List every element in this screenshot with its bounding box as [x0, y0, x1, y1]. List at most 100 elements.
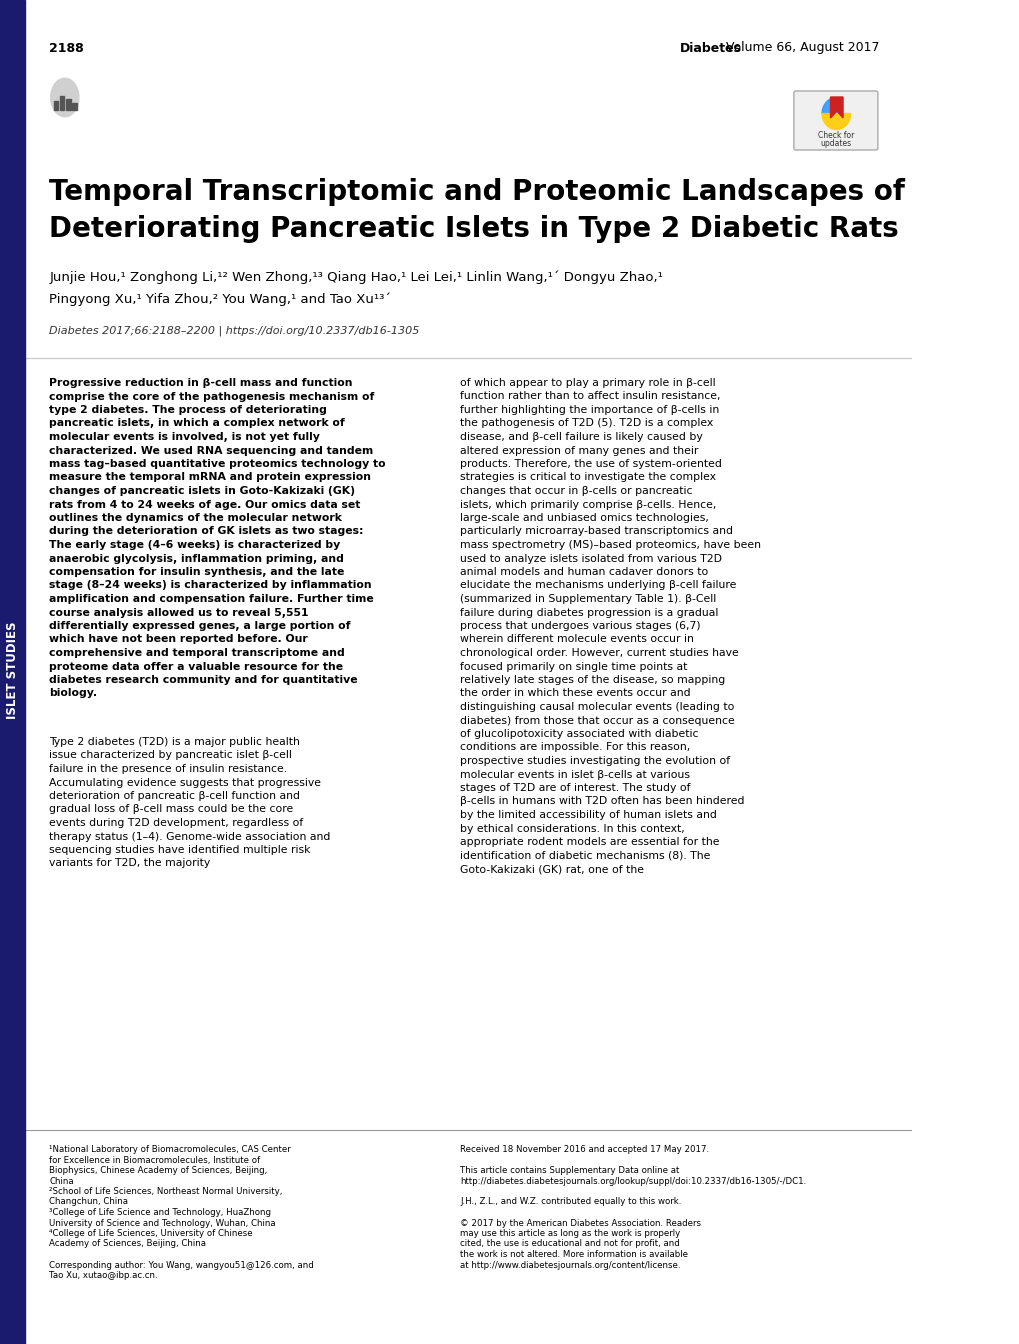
Text: ISLET STUDIES: ISLET STUDIES [6, 621, 19, 719]
Text: by the limited accessibility of human islets and: by the limited accessibility of human is… [460, 810, 716, 820]
Text: for Excellence in Biomacromolecules, Institute of: for Excellence in Biomacromolecules, Ins… [49, 1156, 260, 1164]
Text: gradual loss of β-cell mass could be the core: gradual loss of β-cell mass could be the… [49, 805, 293, 814]
Text: amplification and compensation failure. Further time: amplification and compensation failure. … [49, 594, 374, 603]
Text: animal models and human cadaver donors to: animal models and human cadaver donors t… [460, 567, 708, 577]
Text: China: China [49, 1176, 73, 1185]
Text: large-scale and unbiased omics technologies,: large-scale and unbiased omics technolog… [460, 513, 708, 523]
Text: of glucolipotoxicity associated with diabetic: of glucolipotoxicity associated with dia… [460, 728, 698, 739]
Text: appropriate rodent models are essential for the: appropriate rodent models are essential … [460, 837, 719, 847]
Text: comprehensive and temporal transcriptome and: comprehensive and temporal transcriptome… [49, 648, 344, 659]
Text: rats from 4 to 24 weeks of age. Our omics data set: rats from 4 to 24 weeks of age. Our omic… [49, 500, 360, 509]
Text: Deteriorating Pancreatic Islets in Type 2 Diabetic Rats: Deteriorating Pancreatic Islets in Type … [49, 215, 898, 243]
Text: mass spectrometry (MS)–based proteomics, have been: mass spectrometry (MS)–based proteomics,… [460, 540, 760, 550]
Text: Progressive reduction in β-cell mass and function: Progressive reduction in β-cell mass and… [49, 378, 353, 388]
Text: diabetes research community and for quantitative: diabetes research community and for quan… [49, 675, 358, 685]
Text: wherein different molecule events occur in: wherein different molecule events occur … [460, 634, 694, 645]
Text: Pingyong Xu,¹ Yifa Zhou,² You Wang,¹ and Tao Xu¹³´: Pingyong Xu,¹ Yifa Zhou,² You Wang,¹ and… [49, 292, 390, 305]
Text: strategies is critical to investigate the complex: strategies is critical to investigate th… [460, 473, 715, 482]
Bar [54, 101, 58, 110]
Text: stage (8–24 weeks) is characterized by inflammation: stage (8–24 weeks) is characterized by i… [49, 581, 372, 590]
Text: Biophysics, Chinese Academy of Sciences, Beijing,: Biophysics, Chinese Academy of Sciences,… [49, 1167, 267, 1175]
Text: Goto-Kakizaki (GK) rat, one of the: Goto-Kakizaki (GK) rat, one of the [460, 864, 644, 874]
Text: deterioration of pancreatic β-cell function and: deterioration of pancreatic β-cell funct… [49, 792, 300, 801]
Text: function rather than to affect insulin resistance,: function rather than to affect insulin r… [460, 391, 720, 402]
Text: conditions are impossible. For this reason,: conditions are impossible. For this reas… [460, 742, 690, 753]
Text: changes that occur in β-cells or pancreatic: changes that occur in β-cells or pancrea… [460, 487, 692, 496]
Text: chronological order. However, current studies have: chronological order. However, current st… [460, 648, 739, 659]
Text: http://diabetes.diabetesjournals.org/lookup/suppl/doi:10.2337/db16-1305/-/DC1.: http://diabetes.diabetesjournals.org/loo… [460, 1176, 806, 1185]
Text: Diabetes 2017;66:2188–2200 | https://doi.org/10.2337/db16-1305: Diabetes 2017;66:2188–2200 | https://doi… [49, 325, 419, 336]
Text: distinguishing causal molecular events (leading to: distinguishing causal molecular events (… [460, 702, 734, 712]
Text: disease, and β-cell failure is likely caused by: disease, and β-cell failure is likely ca… [460, 431, 702, 442]
Text: Changchun, China: Changchun, China [49, 1198, 128, 1207]
Text: (summarized in Supplementary Table 1). β-Cell: (summarized in Supplementary Table 1). β… [460, 594, 716, 603]
Text: variants for T2D, the majority: variants for T2D, the majority [49, 859, 210, 868]
Text: The early stage (4–6 weeks) is characterized by: The early stage (4–6 weeks) is character… [49, 540, 340, 550]
Text: by ethical considerations. In this context,: by ethical considerations. In this conte… [460, 824, 685, 833]
Text: during the deterioration of GK islets as two stages:: during the deterioration of GK islets as… [49, 527, 364, 536]
Text: sequencing studies have identified multiple risk: sequencing studies have identified multi… [49, 845, 311, 855]
Text: Tao Xu, xutao@ibp.ac.cn.: Tao Xu, xutao@ibp.ac.cn. [49, 1271, 158, 1279]
Text: Junjie Hou,¹ Zonghong Li,¹² Wen Zhong,¹³ Qiang Hao,¹ Lei Lei,¹ Linlin Wang,¹´ Do: Junjie Hou,¹ Zonghong Li,¹² Wen Zhong,¹³… [49, 270, 662, 284]
Text: Check for: Check for [817, 132, 853, 141]
Bar [0, 0, 25, 1344]
Text: process that undergoes various stages (6,7): process that undergoes various stages (6… [460, 621, 700, 630]
Text: relatively late stages of the disease, so mapping: relatively late stages of the disease, s… [460, 675, 725, 685]
Text: 2188: 2188 [49, 42, 84, 55]
Polygon shape [829, 97, 843, 118]
Text: pancreatic islets, in which a complex network of: pancreatic islets, in which a complex ne… [49, 418, 344, 429]
Text: molecular events is involved, is not yet fully: molecular events is involved, is not yet… [49, 431, 320, 442]
Text: characterized. We used RNA sequencing and tandem: characterized. We used RNA sequencing an… [49, 445, 373, 456]
Bar [66, 99, 70, 110]
Text: therapy status (1–4). Genome-wide association and: therapy status (1–4). Genome-wide associ… [49, 832, 330, 841]
Text: may use this article as long as the work is properly: may use this article as long as the work… [460, 1228, 680, 1238]
Text: anaerobic glycolysis, inflammation priming, and: anaerobic glycolysis, inflammation primi… [49, 554, 343, 563]
Text: islets, which primarily comprise β-cells. Hence,: islets, which primarily comprise β-cells… [460, 500, 716, 509]
Text: measure the temporal mRNA and protein expression: measure the temporal mRNA and protein ex… [49, 473, 371, 482]
Text: Corresponding author: You Wang, wangyou51@126.com, and: Corresponding author: You Wang, wangyou5… [49, 1261, 314, 1270]
Text: type 2 diabetes. The process of deteriorating: type 2 diabetes. The process of deterior… [49, 405, 327, 415]
Text: course analysis allowed us to reveal 5,551: course analysis allowed us to reveal 5,5… [49, 607, 309, 617]
Text: Diabetes: Diabetes [679, 42, 741, 55]
Text: This article contains Supplementary Data online at: This article contains Supplementary Data… [460, 1167, 679, 1175]
Text: further highlighting the importance of β-cells in: further highlighting the importance of β… [460, 405, 719, 415]
Text: J.H., Z.L., and W.Z. contributed equally to this work.: J.H., Z.L., and W.Z. contributed equally… [460, 1198, 681, 1207]
Text: ⁴College of Life Sciences, University of Chinese: ⁴College of Life Sciences, University of… [49, 1228, 253, 1238]
Text: mass tag–based quantitative proteomics technology to: mass tag–based quantitative proteomics t… [49, 460, 385, 469]
Text: events during T2D development, regardless of: events during T2D development, regardles… [49, 818, 303, 828]
Bar [72, 103, 76, 110]
Text: cited, the use is educational and not for profit, and: cited, the use is educational and not fo… [460, 1239, 680, 1249]
Text: the work is not altered. More information is available: the work is not altered. More informatio… [460, 1250, 688, 1259]
Text: altered expression of many genes and their: altered expression of many genes and the… [460, 445, 698, 456]
FancyBboxPatch shape [793, 91, 877, 151]
Ellipse shape [51, 78, 78, 117]
Text: elucidate the mechanisms underlying β-cell failure: elucidate the mechanisms underlying β-ce… [460, 581, 736, 590]
Text: focused primarily on single time points at: focused primarily on single time points … [460, 661, 687, 672]
Text: which have not been reported before. Our: which have not been reported before. Our [49, 634, 308, 645]
Text: Type 2 diabetes (T2D) is a major public health: Type 2 diabetes (T2D) is a major public … [49, 737, 300, 747]
Text: ²School of Life Sciences, Northeast Normal University,: ²School of Life Sciences, Northeast Norm… [49, 1187, 282, 1196]
Text: differentially expressed genes, a large portion of: differentially expressed genes, a large … [49, 621, 351, 630]
Text: comprise the core of the pathogenesis mechanism of: comprise the core of the pathogenesis me… [49, 391, 374, 402]
Text: updates: updates [819, 138, 851, 148]
Text: Academy of Sciences, Beijing, China: Academy of Sciences, Beijing, China [49, 1239, 206, 1249]
Text: failure during diabetes progression is a gradual: failure during diabetes progression is a… [460, 607, 718, 617]
Text: the pathogenesis of T2D (5). T2D is a complex: the pathogenesis of T2D (5). T2D is a co… [460, 418, 713, 429]
Bar [60, 95, 64, 110]
Text: © 2017 by the American Diabetes Association. Readers: © 2017 by the American Diabetes Associat… [460, 1219, 701, 1227]
Text: outlines the dynamics of the molecular network: outlines the dynamics of the molecular n… [49, 513, 341, 523]
Text: products. Therefore, the use of system-oriented: products. Therefore, the use of system-o… [460, 460, 721, 469]
Text: molecular events in islet β-cells at various: molecular events in islet β-cells at var… [460, 770, 690, 780]
Text: failure in the presence of insulin resistance.: failure in the presence of insulin resis… [49, 763, 287, 774]
Text: of which appear to play a primary role in β-cell: of which appear to play a primary role i… [460, 378, 715, 388]
Text: identification of diabetic mechanisms (8). The: identification of diabetic mechanisms (8… [460, 851, 710, 860]
Text: changes of pancreatic islets in Goto-Kakizaki (GK): changes of pancreatic islets in Goto-Kak… [49, 487, 355, 496]
Text: proteome data offer a valuable resource for the: proteome data offer a valuable resource … [49, 661, 343, 672]
Text: Temporal Transcriptomic and Proteomic Landscapes of: Temporal Transcriptomic and Proteomic La… [49, 177, 904, 206]
Text: the order in which these events occur and: the order in which these events occur an… [460, 688, 690, 699]
Text: compensation for insulin synthesis, and the late: compensation for insulin synthesis, and … [49, 567, 344, 577]
Text: Accumulating evidence suggests that progressive: Accumulating evidence suggests that prog… [49, 777, 321, 788]
Text: β-cells in humans with T2D often has been hindered: β-cells in humans with T2D often has bee… [460, 797, 744, 806]
Text: diabetes) from those that occur as a consequence: diabetes) from those that occur as a con… [460, 715, 735, 726]
Text: Volume 66, August 2017: Volume 66, August 2017 [721, 42, 879, 55]
